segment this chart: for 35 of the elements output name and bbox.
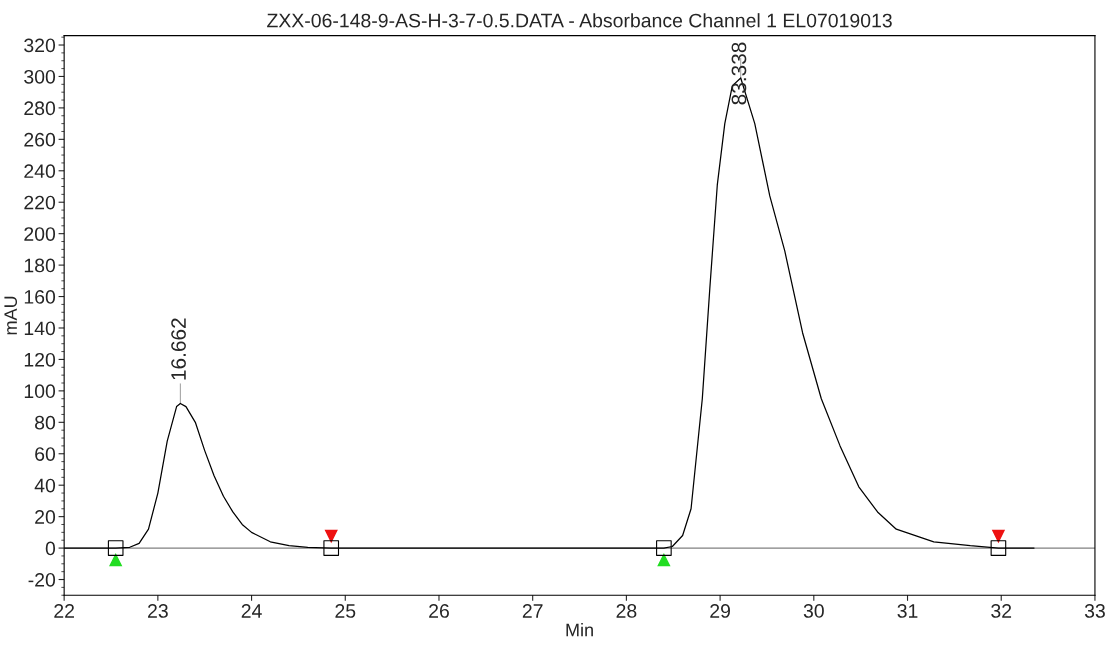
annotation: 83.338 <box>731 42 747 105</box>
x-tick-label: 27 <box>522 604 543 618</box>
y-tick-label: 60 <box>35 447 56 461</box>
y-tick-label: 20 <box>35 510 56 524</box>
x-tick-label: 26 <box>429 604 449 618</box>
y-tick-label: 100 <box>24 384 56 399</box>
y-tick-label: 200 <box>24 227 56 241</box>
y-tick-label: 320 <box>24 38 56 53</box>
x-tick-label: 23 <box>148 604 168 618</box>
y-tick-label: 120 <box>24 352 56 367</box>
y-tick-label: 300 <box>24 69 56 84</box>
y-tick-label: 260 <box>24 132 56 147</box>
y-tick-label: 80 <box>35 415 56 430</box>
annotation: 16.662 <box>171 318 186 380</box>
y-tick-label: 180 <box>24 258 56 273</box>
y-tick-label: 40 <box>34 478 56 493</box>
y-axis-title: mAU <box>4 296 18 335</box>
y-tick-label: 280 <box>24 101 56 116</box>
chart-title: ZXX-06-148-9-AS-H-3-7-0.5.DATA - Absorbance Channel 1 EL07019013 <box>267 13 892 28</box>
y-tick-label: 160 <box>24 290 56 304</box>
y-tick-label: 240 <box>24 164 56 179</box>
x-tick-label: 24 <box>241 604 262 618</box>
y-tick-label: 140 <box>24 321 56 336</box>
x-axis-title: Min <box>566 623 593 637</box>
y-tick-label: 0 <box>45 541 56 556</box>
x-tick-label: 31 <box>897 604 918 618</box>
y-tick-label: -20 <box>28 572 56 587</box>
x-tick-label: 32 <box>991 604 1012 618</box>
x-tick-label: 33 <box>1084 604 1105 618</box>
x-tick-label: 30 <box>803 604 824 618</box>
x-tick-label: 25 <box>335 604 356 618</box>
x-tick-label: 28 <box>616 604 637 618</box>
x-tick-label: 22 <box>54 604 74 618</box>
y-tick-label: 220 <box>24 195 56 210</box>
x-tick-label: 29 <box>710 604 730 618</box>
